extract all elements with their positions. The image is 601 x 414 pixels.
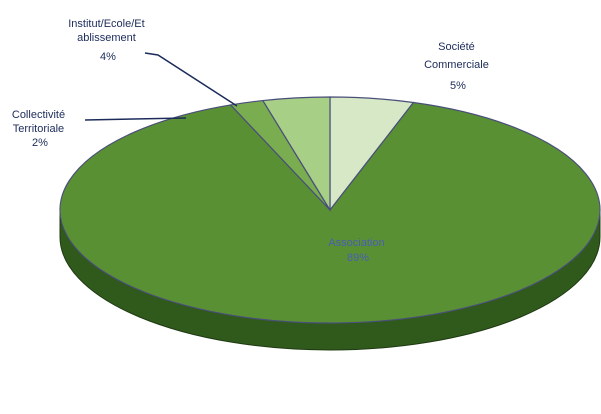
slice-label-societe-line1: Société <box>438 41 475 53</box>
slice-label-collectivite-line2: Territoriale <box>13 123 64 135</box>
leader-line-collectivite <box>84 117 187 121</box>
slice-label-association-value: 89% <box>347 252 369 264</box>
slice-label-collectivite: Collectivité Territoriale 2% <box>12 109 68 149</box>
slice-institut <box>261 96 331 213</box>
slice-label-collectivite-value: 2% <box>32 137 48 149</box>
slice-label-societe: Société Commerciale 5% <box>424 41 492 92</box>
leader-line-institut <box>144 52 238 107</box>
slice-label-institut-line1: Institut/Ecole/Et <box>68 18 144 30</box>
slice-label-association: Association 89% <box>328 237 387 264</box>
slice-label-institut-value: 4% <box>100 51 116 63</box>
slice-label-collectivite-line1: Collectivité <box>12 109 65 121</box>
slice-label-societe-line2: Commerciale <box>424 59 489 71</box>
slice-label-association-name: Association <box>328 237 384 249</box>
slice-label-societe-value: 5% <box>450 80 466 92</box>
slice-label-institut-line2: ablissement <box>77 32 136 44</box>
slice-label-institut: Institut/Ecole/Et ablissement 4% <box>68 18 148 63</box>
slice-association <box>59 101 601 324</box>
pie-slices <box>59 96 601 324</box>
